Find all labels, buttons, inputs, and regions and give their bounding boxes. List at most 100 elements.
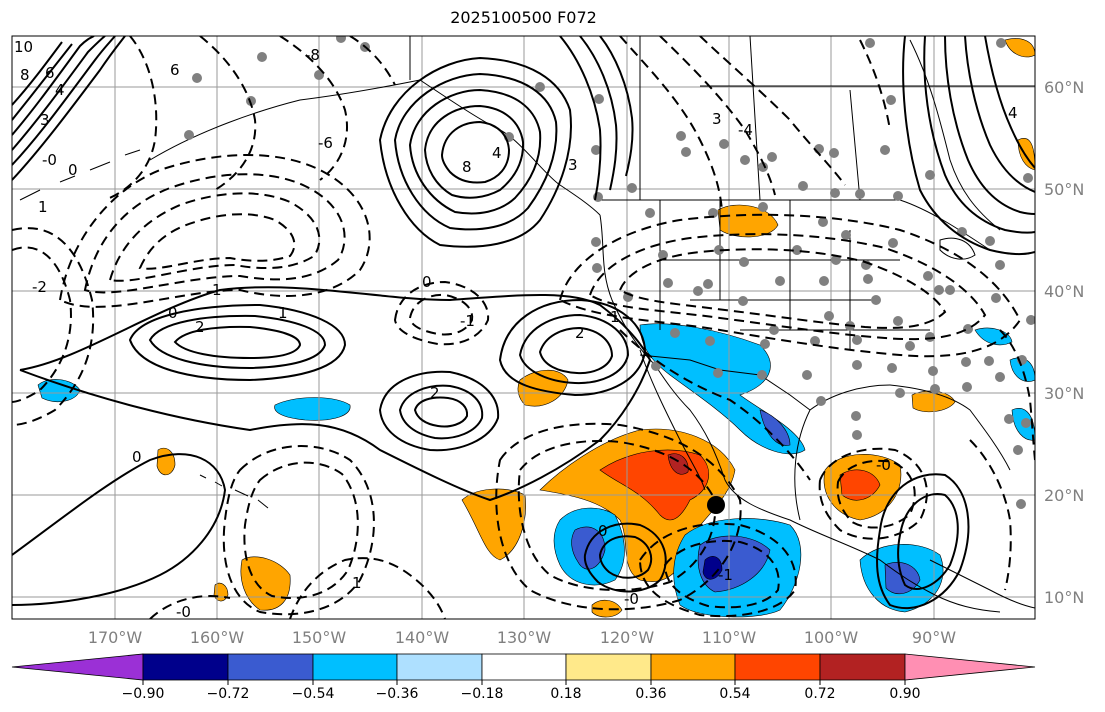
contour-label: 1: [38, 198, 48, 216]
contour-high-pacific-2: [148, 314, 327, 370]
contour-label: -0: [42, 151, 57, 169]
contour-label: 6: [170, 61, 180, 79]
contour-neg-gulf-1: [818, 447, 928, 540]
colorbar-label: −0.90: [122, 686, 165, 702]
contour-label: 10: [14, 38, 33, 56]
contour-neg-aleutian-2: [83, 173, 346, 294]
contour-southwest: [12, 453, 227, 606]
contour-high-baja-2: [518, 313, 630, 385]
contour-northeast-1: [902, 36, 1035, 256]
contour-neg-south-line-2: [149, 595, 231, 619]
colorbar-label: −0.18: [461, 686, 504, 702]
contour-neg-south-2: [663, 539, 780, 609]
lat-label: 40°N: [1044, 282, 1084, 301]
navy-area-south: [702, 556, 723, 580]
contour-northeast-4: [964, 36, 1035, 193]
contour-label: 1: [212, 281, 222, 299]
contour-label: -0: [876, 456, 891, 474]
contour-label: -6: [318, 134, 333, 152]
colorbar-label: 0.54: [719, 686, 750, 702]
contour-high-gulf-alaska-4: [423, 104, 525, 199]
contour-neg-ne-2: [969, 439, 1012, 591]
colorbar-label: 0.72: [804, 686, 835, 702]
contour-label: -8: [305, 46, 320, 64]
lon-label-layer: 170°W 160°W 150°W 140°W 130°W 120°W 110°…: [88, 628, 956, 647]
storm-center-marker: [707, 496, 725, 514]
colorbar-seg: [734, 653, 821, 681]
contour-label: 0: [422, 273, 432, 291]
contour-label: 4: [492, 144, 502, 162]
contour-central-america-1: [876, 473, 970, 610]
orange-area-north-east: [1004, 38, 1035, 58]
contour-neg-southwest-2: [243, 461, 359, 599]
contour-neg-mexico-line: [619, 329, 811, 481]
contour-label: -1: [718, 566, 733, 584]
contour-label: 3: [712, 110, 722, 128]
contour-northwest-2: [12, 36, 116, 166]
contour-neg-canada-2: [588, 233, 987, 341]
contour-northeast-3: [944, 36, 1035, 215]
lat-label: 60°N: [1044, 78, 1084, 97]
red-area-gulf: [839, 469, 881, 501]
us-mexico-border: [639, 354, 811, 411]
contour-high-gulf-alaska-1: [378, 56, 572, 248]
lon-label: 120°W: [600, 628, 655, 647]
contour-neg-mid-1: [393, 280, 490, 346]
contour-neg-baja-sw: [495, 422, 742, 611]
colorbar-labels: −0.90 −0.72 −0.54 −0.36 −0.18 0.18 0.36 …: [122, 686, 921, 702]
contour-solid-north-2: [579, 36, 618, 191]
colorbar-seg: [227, 653, 314, 681]
contour-label: -0: [176, 603, 191, 621]
lon-label: 100°W: [804, 628, 859, 647]
colorbar-label: −0.54: [292, 686, 335, 702]
colorbar-seg: [565, 653, 652, 681]
gulf-coast: [794, 384, 1011, 521]
lon-label: 110°W: [702, 628, 757, 647]
colorbar-seg: [312, 653, 398, 681]
contour-label-layer: 10 8 6 4 3 1 0 -0 2 1 0 1 2 3 8 4 -4 3 -…: [14, 38, 1018, 621]
colorbar-seg: [819, 653, 906, 681]
contours: [12, 36, 1035, 619]
colorbar-label: −0.36: [376, 686, 419, 702]
contour-neg-ne-3: [859, 39, 891, 131]
orange-area-south-low: [591, 600, 623, 618]
contour-solid-north-3: [599, 36, 634, 177]
contour-high-mid-1: [378, 370, 500, 452]
colorbar-label: −0.72: [207, 686, 250, 702]
contour-neg-gulf-2: [836, 459, 916, 529]
contour-high-pacific-1: [128, 303, 347, 382]
colorbar: [11, 653, 1036, 681]
contour-label: 6: [45, 64, 55, 82]
central-america: [929, 559, 1035, 609]
west-coast: [599, 214, 1001, 613]
contour-neg-north-1: [199, 36, 257, 191]
contour-neg-west-1: [12, 246, 72, 403]
contour-neg-west-2: [12, 227, 95, 426]
contour-high-pacific-3: [173, 325, 302, 360]
colorbar-label: 0.90: [889, 686, 920, 702]
contour-label: 3: [568, 156, 578, 174]
lat-label: 10°N: [1044, 588, 1084, 607]
contour-high-mid-3: [413, 396, 469, 428]
lon-label: 140°W: [395, 628, 450, 647]
contour-high-baja-3: [538, 326, 614, 375]
lon-label: 150°W: [292, 628, 347, 647]
contour-label: -1: [460, 312, 475, 330]
great-lakes: [939, 237, 976, 260]
colorbar-seg: [396, 653, 483, 681]
contour-high-mid-2: [398, 384, 484, 440]
contour-neg-north-3: [349, 36, 396, 86]
contour-label: 2: [195, 318, 205, 336]
lon-label: 90°W: [912, 628, 956, 647]
contour-label: 0: [132, 448, 142, 466]
lon-label: 130°W: [497, 628, 552, 647]
contour-label: -0: [624, 590, 639, 608]
contour-neg-southwest-1: [222, 445, 375, 616]
contour-label: 0: [598, 522, 608, 540]
dark-blue-area-south: [697, 535, 771, 593]
orange-area-west: [461, 488, 526, 561]
contour-solid-north-1: [559, 36, 602, 201]
dark-blue-area-pacific: [571, 526, 606, 570]
contour-northwest-4: [12, 36, 95, 136]
